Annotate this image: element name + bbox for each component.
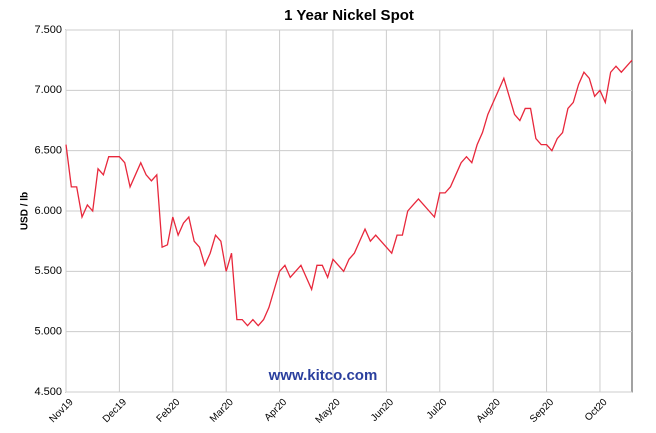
y-tick-label: 5.500 <box>34 265 62 277</box>
chart-title: 1 Year Nickel Spot <box>284 7 414 24</box>
price-line <box>65 59 633 327</box>
x-tick-label: Feb20 <box>155 397 183 425</box>
x-tick-label: Mar20 <box>208 397 236 425</box>
x-tick-label: Sep20 <box>528 397 557 426</box>
y-axis-label: USD / lb <box>20 192 31 230</box>
x-tick-label: Apr20 <box>263 397 290 424</box>
x-tick-label: Nov19 <box>47 397 76 426</box>
y-tick-label: 4.500 <box>34 386 62 398</box>
y-tick-label: 6.000 <box>34 205 62 217</box>
watermark: www.kitco.com <box>268 367 378 384</box>
y-tick-label: 5.000 <box>34 326 62 338</box>
x-tick-label: Jun20 <box>369 397 396 424</box>
y-tick-label: 7.000 <box>34 84 62 96</box>
x-tick-label: Aug20 <box>475 397 504 426</box>
x-tick-label: Dec19 <box>101 397 130 426</box>
y-tick-label: 7.500 <box>34 24 62 36</box>
y-tick-label: 6.500 <box>34 145 62 157</box>
x-tick-label: Oct20 <box>583 397 610 424</box>
x-tick-label: May20 <box>314 397 343 426</box>
x-tick-label: Jul20 <box>425 397 450 422</box>
